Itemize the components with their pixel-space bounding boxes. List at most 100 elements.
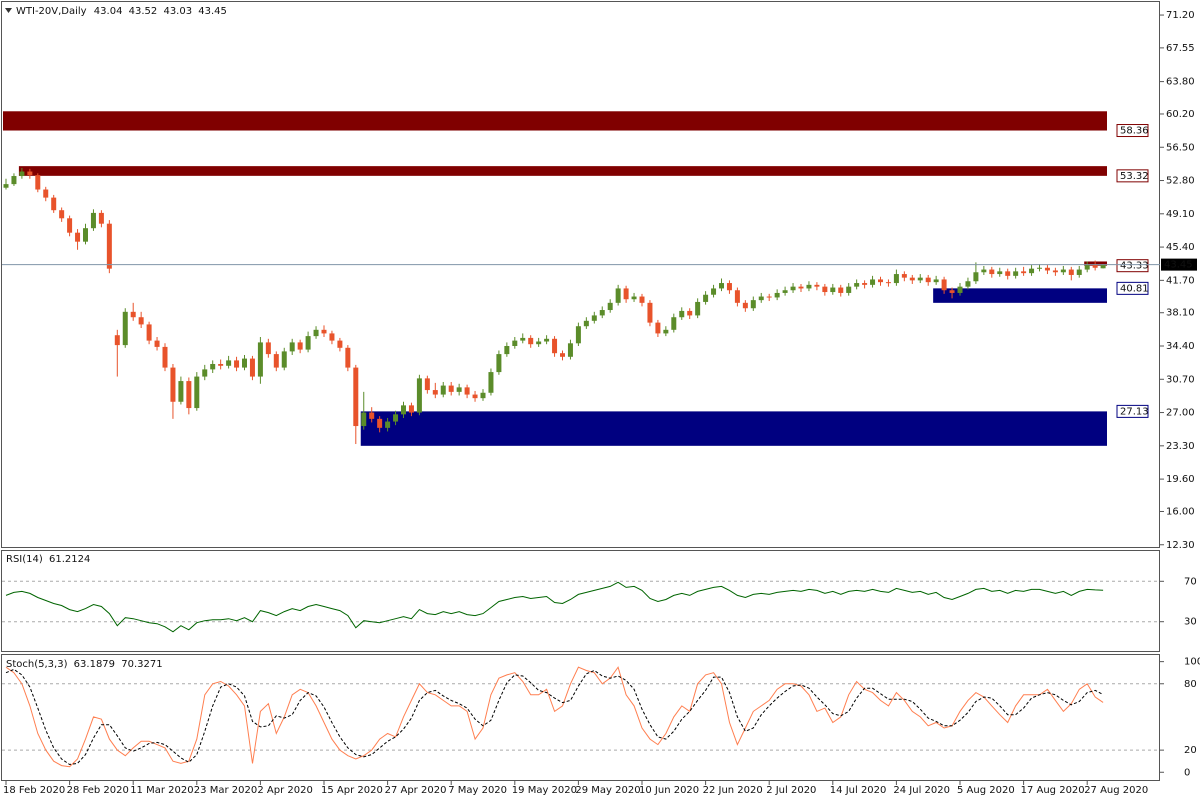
x-tick-label: 17 Aug 2020 [1021,785,1085,796]
indicator-line [5,668,1104,766]
candle-body [623,288,629,300]
candle-body [297,342,303,350]
rsi-header: RSI(14) 61.2124 [6,554,90,565]
candle-body [687,310,693,316]
zone [933,288,1107,303]
candle-body [456,387,462,392]
candle-body [353,367,359,427]
candle-body [1076,269,1082,275]
y-tick-label: 80 [1184,679,1197,690]
y-tick-label: 52.80 [1166,176,1195,187]
main-header: WTI-20V,Daily 43.04 43.52 43.03 43.45 [16,6,227,17]
candle-body [750,300,756,309]
candle-body [901,274,907,278]
candle-body [766,296,772,298]
x-tick-label: 27 Aug 2020 [1084,785,1148,796]
candle-body [242,358,247,368]
y-tick-label: 23.30 [1166,441,1195,452]
indicator-line [5,581,1104,633]
x-tick-label: 22 Jun 2020 [703,785,763,796]
candle-body [273,354,279,368]
y-tick-label: 34.40 [1166,341,1195,352]
candle-body [27,171,33,176]
candle-body [806,284,812,289]
symbol: WTI-20V,Daily [16,6,87,17]
candle-body [949,290,955,293]
zone-label-box [1116,281,1149,295]
candle-body [146,324,152,341]
candle-body [448,385,454,392]
candle-body [965,281,971,287]
candle-body [917,277,923,281]
candle-body [711,288,717,295]
candle-body [854,283,860,287]
candle-body [639,296,645,303]
candle-body [862,283,868,285]
candle-body [893,274,899,284]
candle-body [488,372,494,393]
candle-body [1021,271,1027,274]
candle-body [536,341,542,345]
candle-body [385,421,391,428]
candle-body [329,333,335,341]
candle-body [838,287,844,293]
candle-body [957,286,963,293]
y-tick-label: 30.70 [1166,374,1195,385]
candle-body [870,279,876,285]
menu-arrow [5,8,12,13]
candle-body [1100,264,1106,269]
candle-body [321,329,327,334]
candle-body [130,311,136,318]
y-tick-label: 71.20 [1166,10,1195,21]
y-tick-label: 100 [1184,657,1200,668]
candle-body [774,292,780,298]
candle-body [615,288,621,303]
candle-body [377,418,383,428]
candle-body [1068,269,1074,275]
y-tick-label: 63.80 [1166,77,1195,88]
candle-body [655,322,661,334]
candle-body [567,343,573,357]
y-tick-label: 16.00 [1166,506,1195,517]
candle-body [552,338,558,354]
candle-body [305,336,311,350]
candle-body [337,340,343,348]
y-tick-label: 12.30 [1166,540,1195,551]
zone [18,166,1107,176]
candle-body [1005,271,1011,276]
stoch-frame [1,654,1160,781]
candle-body [1092,265,1098,268]
candle-body [59,210,65,219]
candle-body [591,315,597,321]
candle-body [138,317,144,325]
stoch-main-value: 63.1879 [74,659,115,670]
close: 43.45 [198,6,227,17]
candle-body [679,310,685,318]
candle-body [583,320,589,327]
low: 43.03 [163,6,192,17]
candle-body [162,346,168,368]
y-tick-label: 27.00 [1166,408,1195,419]
candle-body [631,296,637,300]
candle-body [925,277,931,283]
candle-body [997,271,1003,275]
candle-body [194,376,200,409]
x-tick-label: 23 Mar 2020 [194,785,257,796]
candle-body [51,197,57,211]
candle-body [234,360,240,368]
y-tick-label: 56.50 [1166,142,1195,153]
candle-body [560,353,565,357]
indicator-line [5,666,1104,768]
candle-body [345,347,351,368]
candle-body [647,302,653,323]
candle-body [989,269,995,275]
candle-body [75,232,81,242]
candle-body [440,385,446,395]
candle-body [186,381,192,409]
candle-body [742,302,748,309]
main-frame [1,1,1160,548]
zone [360,411,1107,446]
candle-body [178,381,184,402]
